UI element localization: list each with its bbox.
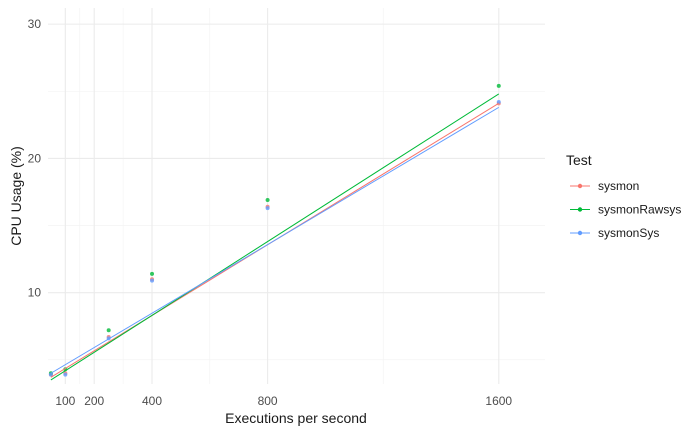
data-point (48, 372, 53, 377)
data-point (265, 198, 270, 203)
x-tick-label: 400 (142, 394, 162, 408)
regression-lines (50, 93, 500, 381)
data-point (150, 271, 155, 276)
legend-label: sysmonSys (598, 226, 659, 240)
fit-line (50, 93, 500, 381)
legend-label: sysmon (598, 179, 639, 193)
major-gridlines (48, 8, 545, 384)
y-tick-label: 20 (28, 151, 42, 165)
x-axis-title: Executions per second (225, 410, 367, 426)
data-point (106, 328, 111, 333)
x-tick-label: 800 (258, 394, 278, 408)
data-point (150, 278, 155, 283)
y-axis-tick-labels: 10 20 30 (28, 17, 42, 300)
legend-title: Test (566, 152, 592, 168)
data-point (496, 83, 501, 88)
data-point (63, 372, 68, 377)
legend-key-point (577, 207, 583, 212)
y-axis-title: CPU Usage (%) (8, 146, 24, 246)
y-tick-label: 30 (28, 17, 42, 31)
data-point (496, 100, 501, 104)
fit-line (50, 106, 500, 374)
x-tick-label: 1600 (485, 394, 512, 408)
scatter-points (48, 83, 501, 377)
legend-key-point (577, 230, 583, 236)
x-tick-label: 100 (55, 394, 75, 408)
legend-label: sysmonRawsys (598, 203, 681, 217)
legend-key-point (577, 183, 583, 189)
x-axis-tick-labels: 100 200 400 800 1600 (55, 394, 512, 408)
y-tick-label: 10 (28, 286, 42, 300)
minor-gridlines (48, 8, 545, 384)
x-tick-label: 200 (84, 394, 104, 408)
data-point (265, 206, 270, 211)
legend: Test sysmon sysmonRawsys sysmonSys (566, 152, 681, 240)
